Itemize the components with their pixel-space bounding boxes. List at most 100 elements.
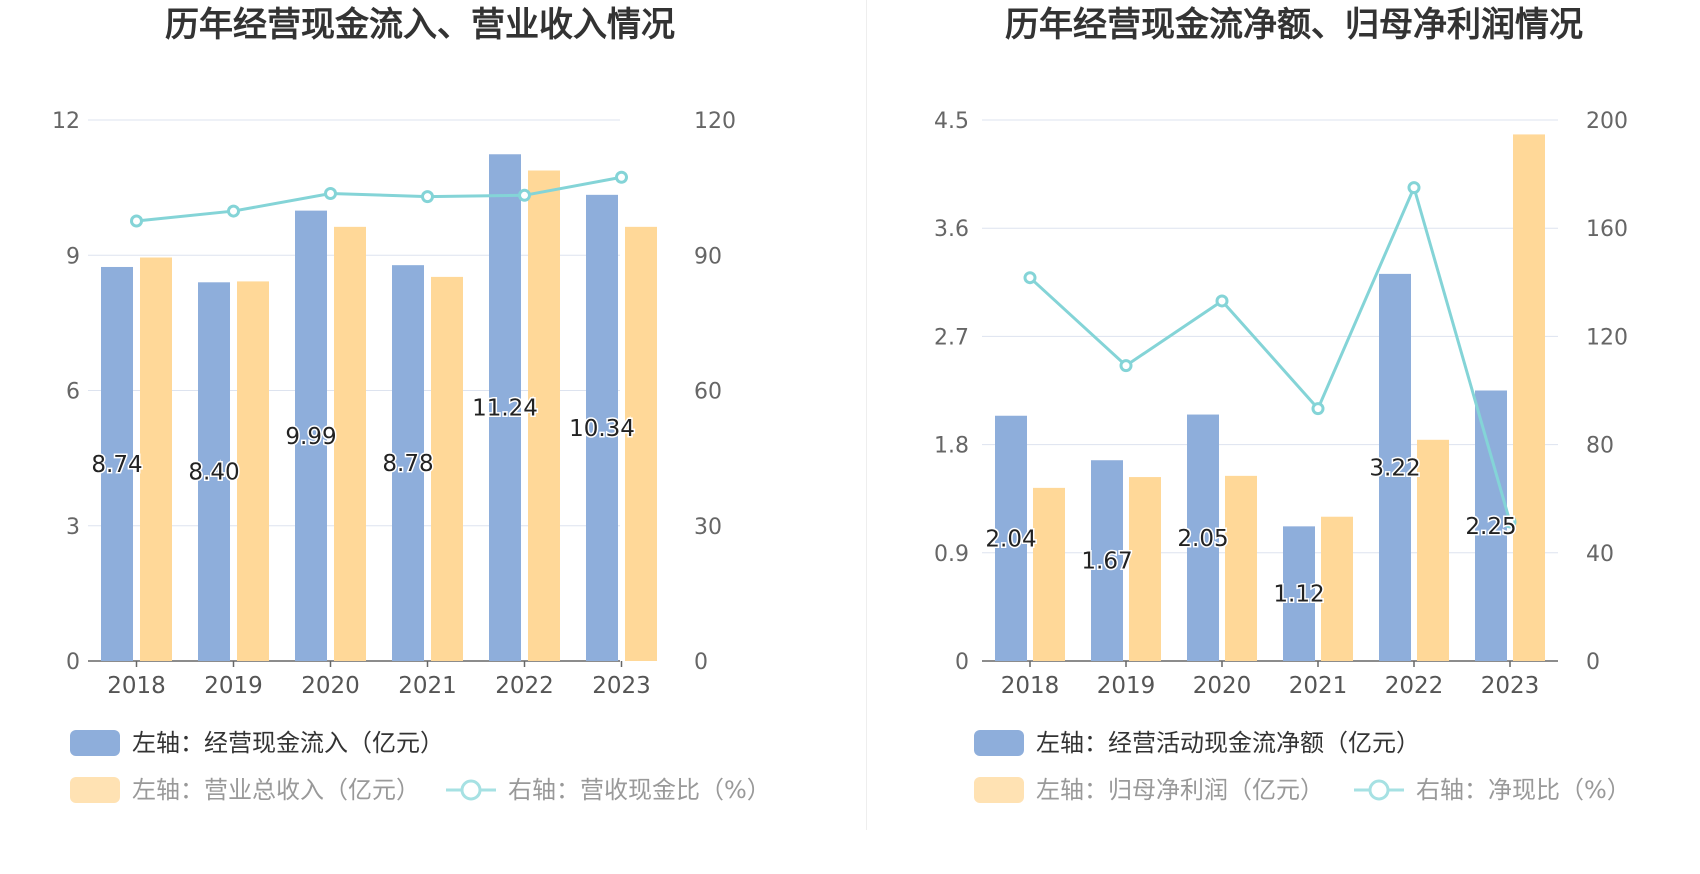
orange-bar-2019[interactable]: [1129, 477, 1161, 661]
ratio-point-2022[interactable]: [518, 188, 531, 202]
ratio-point-2018[interactable]: [130, 214, 143, 228]
x-axis-tick-2022: 2022: [1385, 673, 1444, 699]
legend-label: 左轴：经营活动现金流净额（亿元）: [1036, 729, 1420, 757]
data-label-2021: 1.12: [1273, 582, 1324, 608]
legend-swatch: [70, 730, 120, 756]
x-axis-tick-2020: 2020: [1193, 673, 1252, 699]
right-axis-tick: 60: [694, 380, 722, 405]
data-label-2019: 1.67: [1081, 549, 1132, 575]
left-axis-tick: 4.5: [934, 109, 969, 134]
left-axis-tick: 0: [955, 650, 969, 675]
orange-bar-2021[interactable]: [1321, 516, 1353, 661]
orange-bar-2018[interactable]: [1033, 487, 1065, 661]
blue-bar-2022[interactable]: [489, 154, 521, 661]
ratio-line: [136, 175, 622, 223]
x-axis-tick-2023: 2023: [1481, 673, 1540, 699]
panel-divider: [866, 0, 867, 830]
ratio-line: [1028, 183, 1512, 523]
left-axis-tick: 6: [66, 380, 80, 405]
blue-bar-2019[interactable]: [198, 282, 230, 661]
right-axis-tick: 30: [694, 515, 722, 540]
legend-circle-icon: [460, 779, 482, 801]
blue-bar-2021[interactable]: [1283, 526, 1315, 661]
right-axis-tick: 120: [1586, 325, 1628, 350]
x-axis-tick-2021: 2021: [1289, 673, 1348, 699]
left-axis-tick: 3: [66, 515, 80, 540]
orange-bar-2021[interactable]: [431, 276, 463, 661]
legend-label: 右轴：净现比（%）: [1416, 776, 1631, 804]
legend-item[interactable]: 左轴：经营活动现金流净额（亿元）: [974, 729, 1420, 757]
legend-swatch: [974, 730, 1024, 756]
legend-circle-icon: [1368, 779, 1390, 801]
right-axis-tick: 90: [694, 244, 722, 269]
orange-bar-2018[interactable]: [140, 257, 172, 661]
ratio-point-2021[interactable]: [421, 190, 434, 204]
legend-item[interactable]: 右轴：营收现金比（%）: [446, 776, 771, 804]
left-axis-tick: 12: [52, 109, 80, 134]
right-axis-tick: 80: [1586, 434, 1614, 459]
legend-swatch: [70, 777, 120, 803]
legend-label: 左轴：归母净利润（亿元）: [1036, 776, 1324, 804]
chart-title: 历年经营现金流入、营业收入情况: [165, 5, 675, 45]
left-axis-tick: 0: [66, 650, 80, 675]
legend-item[interactable]: 左轴：归母净利润（亿元）: [974, 776, 1324, 804]
ratio-point-2018[interactable]: [1023, 271, 1037, 285]
x-axis-tick-2022: 2022: [495, 673, 554, 699]
blue-bar-2020[interactable]: [295, 210, 327, 661]
x-axis-tick-2023: 2023: [592, 673, 651, 699]
blue-bar-2018[interactable]: [101, 266, 133, 661]
legend-item[interactable]: 左轴：经营现金流入（亿元）: [70, 729, 444, 757]
x-axis-tick-2018: 2018: [107, 673, 166, 699]
data-label-2019: 8.40: [188, 460, 239, 486]
left-axis-tick: 2.7: [934, 325, 969, 350]
left-axis-tick: 0.9: [934, 542, 969, 567]
right-axis-tick: 40: [1586, 542, 1614, 567]
blue-bar-2023[interactable]: [1475, 390, 1507, 662]
orange-bar-2020[interactable]: [334, 226, 366, 661]
blue-bar-2020[interactable]: [1187, 414, 1219, 661]
legend-item[interactable]: 左轴：营业总收入（亿元）: [70, 776, 420, 804]
data-label-2022: 11.24: [472, 396, 538, 422]
right-axis-tick: 160: [1586, 217, 1628, 242]
x-axis-tick-2021: 2021: [398, 673, 457, 699]
net-cash-flow-profit-chart: 历年经营现金流净额、归母净利润情况 0 0.9 1.8 2.7 3.6 4.5 0 40 80 1…: [934, 5, 1631, 804]
legend-item[interactable]: 右轴：净现比（%）: [1354, 776, 1631, 804]
x-axis-tick-2019: 2019: [1097, 673, 1156, 699]
ratio-point-2023[interactable]: [1503, 515, 1517, 529]
legend-swatch: [974, 777, 1024, 803]
ratio-point-2023[interactable]: [615, 170, 628, 184]
orange-bar-2022[interactable]: [1417, 439, 1449, 661]
ratio-point-2019[interactable]: [1119, 359, 1133, 373]
ratio-point-2019[interactable]: [227, 204, 240, 218]
orange-bar-2020[interactable]: [1225, 475, 1257, 661]
blue-bar-2019[interactable]: [1091, 460, 1123, 661]
legend-label: 左轴：经营现金流入（亿元）: [132, 729, 444, 757]
orange-bar-2019[interactable]: [237, 281, 269, 661]
ratio-point-2021[interactable]: [1311, 402, 1325, 416]
left-axis-tick: 9: [66, 244, 80, 269]
data-label-2018: 2.04: [985, 526, 1036, 552]
data-label-2021: 8.78: [382, 451, 433, 477]
data-label-2020: 9.99: [285, 424, 336, 450]
blue-bar-2018[interactable]: [995, 415, 1027, 661]
right-axis-tick: 0: [694, 650, 708, 675]
orange-bar-2022[interactable]: [528, 170, 560, 661]
data-label-2020: 2.05: [1177, 526, 1228, 552]
data-label-2018: 8.74: [91, 452, 142, 478]
blue-bar-2021[interactable]: [392, 265, 424, 661]
right-axis-tick: 120: [694, 109, 736, 134]
data-label-2023: 2.25: [1465, 514, 1516, 540]
chart-title: 历年经营现金流净额、归母净利润情况: [1005, 5, 1583, 45]
orange-bar-2023[interactable]: [1513, 134, 1545, 662]
left-axis-tick: 3.6: [934, 217, 969, 242]
x-axis-tick-2020: 2020: [301, 673, 360, 699]
orange-bar-2023[interactable]: [625, 226, 657, 661]
blue-bar-2023[interactable]: [586, 194, 618, 662]
ratio-point-2022[interactable]: [1407, 181, 1421, 195]
x-axis-tick-2018: 2018: [1001, 673, 1060, 699]
blue-bar-2022[interactable]: [1379, 273, 1411, 661]
data-label-2022: 3.22: [1369, 455, 1420, 481]
ratio-point-2020[interactable]: [324, 186, 337, 200]
ratio-point-2020[interactable]: [1215, 294, 1229, 308]
